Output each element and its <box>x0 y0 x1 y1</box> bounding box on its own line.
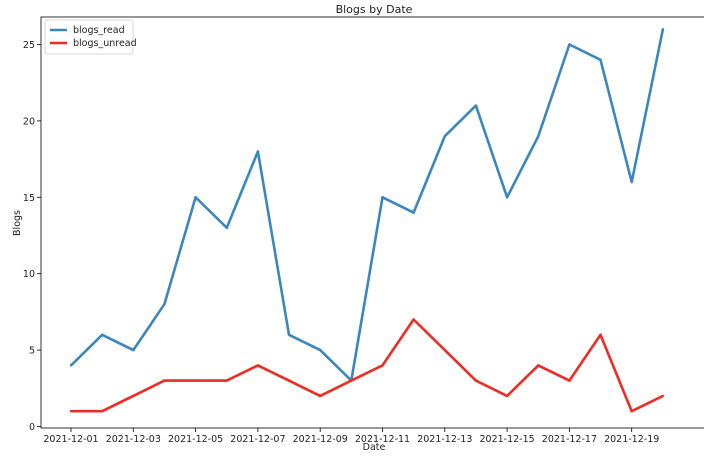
y-tick-label: 5 <box>29 346 35 357</box>
data-point-blogs-read <box>319 348 322 352</box>
data-point-blogs-unread <box>412 318 415 321</box>
data-point-blogs-read <box>568 43 571 46</box>
data-point-blogs-read <box>412 211 415 214</box>
data-point-blogs-unread <box>225 379 228 382</box>
data-point-blogs-read <box>100 333 104 336</box>
data-point-blogs-unread <box>630 409 633 413</box>
x-tick-label: 2021-12-11 <box>355 434 410 445</box>
x-tick-label: 2021-12-17 <box>542 434 597 445</box>
x-axis-label: Date <box>363 442 386 453</box>
data-point-blogs-unread <box>599 333 602 336</box>
data-point-blogs-read <box>599 58 602 61</box>
data-point-blogs-read <box>381 196 384 199</box>
y-axis-label: Blogs <box>12 210 23 236</box>
data-point-blogs-read <box>630 180 633 184</box>
data-point-blogs-read <box>194 196 197 199</box>
data-point-blogs-unread <box>100 409 104 413</box>
data-point-blogs-unread <box>287 379 291 382</box>
x-tick-label: 2021-12-13 <box>417 434 472 445</box>
data-point-blogs-unread <box>381 364 384 367</box>
data-point-blogs-unread <box>537 364 540 367</box>
chart-title: Blogs by Date <box>336 3 413 16</box>
x-tick-label: 2021-12-07 <box>230 434 285 445</box>
data-point-blogs-unread <box>194 379 197 382</box>
data-point-blogs-read <box>69 364 73 367</box>
x-tick-label: 2021-12-05 <box>168 434 223 445</box>
data-point-blogs-unread <box>568 379 571 382</box>
data-point-blogs-read <box>474 104 478 107</box>
x-tick-label: 2021-12-19 <box>604 434 659 445</box>
y-tick-label: 25 <box>23 40 35 51</box>
data-point-blogs-unread <box>474 379 478 382</box>
data-point-blogs-read <box>163 303 166 306</box>
y-tick-label: 0 <box>29 422 35 433</box>
data-point-blogs-unread <box>505 394 509 398</box>
data-point-blogs-read <box>256 150 260 153</box>
legend-label-blogs-read: blogs_read <box>73 25 125 36</box>
y-tick-label: 10 <box>23 269 35 280</box>
data-point-blogs-unread <box>163 379 166 382</box>
data-point-blogs-read <box>132 348 135 352</box>
legend-label-blogs-unread: blogs_unread <box>73 38 137 49</box>
series-line-blogs-unread <box>71 318 664 413</box>
legend-box <box>44 19 134 55</box>
data-point-blogs-unread <box>256 364 260 367</box>
x-axis: 2021-12-01 2021-12-03 2021-12-05 2021-12-07… <box>43 428 659 445</box>
data-point-blogs-unread <box>661 394 665 398</box>
y-axis: 0 5 10 15 20 25 <box>23 40 41 433</box>
x-tick-label: 2021-12-09 <box>293 434 348 445</box>
x-tick-label: 2021-12-01 <box>43 434 98 445</box>
series-lines <box>69 28 665 413</box>
x-tick-label: 2021-12-03 <box>106 434 161 445</box>
data-point-blogs-read <box>225 226 228 230</box>
y-tick-label: 20 <box>23 116 35 127</box>
data-point-blogs-unread <box>443 348 446 352</box>
data-point-blogs-read <box>287 333 291 336</box>
plot-area-frame <box>40 16 704 429</box>
data-point-blogs-read <box>505 196 509 199</box>
x-tick-label: 2021-12-15 <box>479 434 534 445</box>
data-point-blogs-unread <box>319 394 322 398</box>
y-tick-label: 15 <box>23 193 35 204</box>
data-point-blogs-unread <box>69 409 73 413</box>
series-line-blogs-read <box>70 28 665 382</box>
data-point-blogs-read <box>661 28 665 31</box>
data-point-blogs-unread <box>350 379 353 382</box>
legend: blogs_read blogs_unread <box>44 19 137 55</box>
data-point-blogs-read <box>443 134 446 138</box>
data-point-blogs-unread <box>132 394 135 398</box>
data-point-blogs-read <box>537 134 540 138</box>
